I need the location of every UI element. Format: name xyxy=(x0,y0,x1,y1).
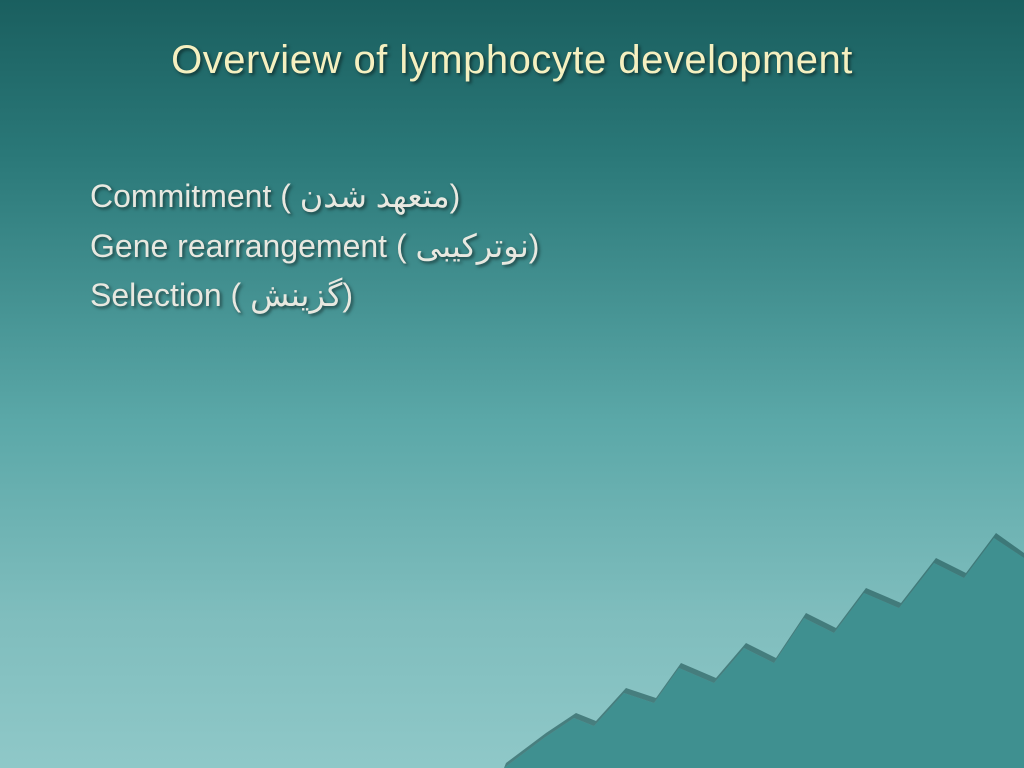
bullet-item: Commitment ( متعهد شدن) xyxy=(90,172,964,222)
bullet-item: Gene rearrangement ( نوترکیبی) xyxy=(90,222,964,272)
slide-body: Commitment ( متعهد شدن) Gene rearrangeme… xyxy=(90,172,964,321)
slide-title: Overview of lymphocyte development xyxy=(0,38,1024,83)
mountain-decoration-icon xyxy=(504,508,1024,768)
bullet-item: Selection ( گزینش) xyxy=(90,271,964,321)
slide: Overview of lymphocyte development Commi… xyxy=(0,0,1024,768)
